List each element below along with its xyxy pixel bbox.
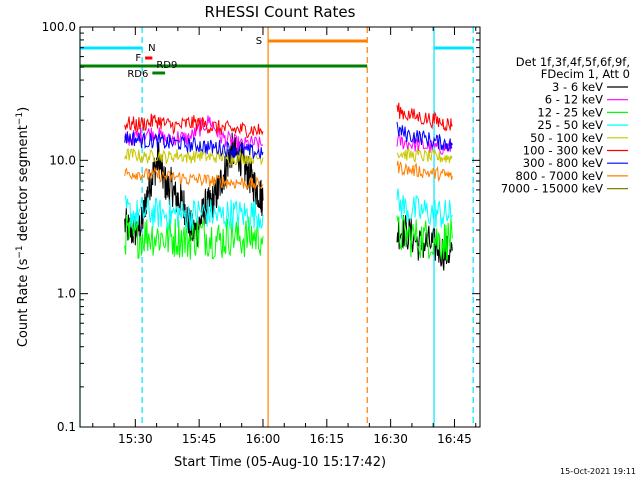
y-tick-label-1: 1.0 — [57, 287, 76, 301]
series-line-6-segment-1 — [396, 122, 453, 153]
x-tick-label-1: 15:45 — [182, 432, 217, 446]
chart-title: RHESSI Count Rates — [205, 3, 356, 21]
series-line-4-segment-1 — [396, 146, 453, 164]
legend-label-5: 100 - 300 keV — [523, 144, 603, 158]
x-axis-label: Start Time (05-Aug-10 15:17:42) — [174, 455, 386, 470]
flag-label-rd9: RD9 — [156, 60, 177, 71]
y-tick-label-2: 10.0 — [49, 153, 76, 167]
y-axis-label-sup1: −1 — [15, 245, 25, 258]
legend-label-2: 12 - 25 keV — [537, 105, 603, 119]
series-line-4-segment-0 — [124, 147, 264, 166]
series-line-3-segment-1 — [396, 188, 453, 228]
legend-label-4: 50 - 100 keV — [530, 131, 603, 145]
series-line-2-segment-0 — [124, 214, 264, 260]
legend-label-6: 300 - 800 keV — [523, 156, 603, 170]
legend-label-0: 3 - 6 keV — [552, 80, 603, 94]
legend-label-3: 25 - 50 keV — [537, 118, 603, 132]
flag-label-rd6: RD6 — [127, 69, 148, 80]
series-line-3-segment-0 — [124, 195, 264, 232]
series-line-5-segment-1 — [396, 102, 453, 132]
series-line-7-segment-1 — [396, 160, 453, 183]
series-line-5-segment-0 — [124, 113, 264, 139]
plot-frame — [79, 26, 481, 428]
y-axis-label-sup2: −1 — [15, 112, 25, 125]
x-tick-label-2: 16:00 — [246, 432, 281, 446]
x-tick-label-0: 15:30 — [118, 432, 153, 446]
y-axis-label-mid: detector segment — [16, 125, 31, 245]
flag-label-n: N — [148, 43, 155, 54]
legend-header-line-2: FDecim 1, Att 0 — [541, 67, 630, 81]
legend-label-8: 7000 - 15000 keV — [501, 182, 603, 196]
x-tick-label-3: 16:15 — [310, 432, 345, 446]
x-axis-ticks: 15:30 15:45 16:00 16:15 16:30 16:45 — [92, 27, 477, 446]
y-axis-label: Count Rate (s−1 detector segment−1) — [15, 107, 31, 347]
y-axis-label-end: ) — [16, 107, 31, 112]
series-line-2-segment-1 — [396, 215, 453, 261]
y-tick-label-3: 100.0 — [42, 20, 76, 34]
legend-label-7: 800 - 7000 keV — [515, 169, 603, 183]
x-tick-label-4: 16:30 — [373, 432, 408, 446]
legend: Det 1f,3f,4f,5f,6f,9f, FDecim 1, Att 0 3… — [501, 55, 630, 196]
flag-label-f: F — [135, 53, 141, 64]
series-line-6-segment-0 — [124, 131, 264, 159]
y-tick-label-0: 0.1 — [57, 420, 76, 434]
flag-bars: N S F RD9 RD6 — [80, 36, 474, 80]
legend-label-1: 6 - 12 keV — [545, 93, 603, 107]
series-line-7-segment-0 — [124, 166, 264, 191]
x-tick-label-5: 16:45 — [437, 432, 472, 446]
series-lines — [124, 102, 453, 271]
flag-label-s: S — [256, 36, 262, 47]
legend-header-line-1: Det 1f,3f,4f,5f,6f,9f, — [516, 55, 630, 69]
footer-timestamp: 15-Oct-2021 19:11 — [560, 467, 636, 476]
y-axis-label-main: Count Rate (s — [16, 258, 31, 347]
y-axis-ticks: 0.1 1.0 10.0 100.0 — [42, 20, 480, 434]
